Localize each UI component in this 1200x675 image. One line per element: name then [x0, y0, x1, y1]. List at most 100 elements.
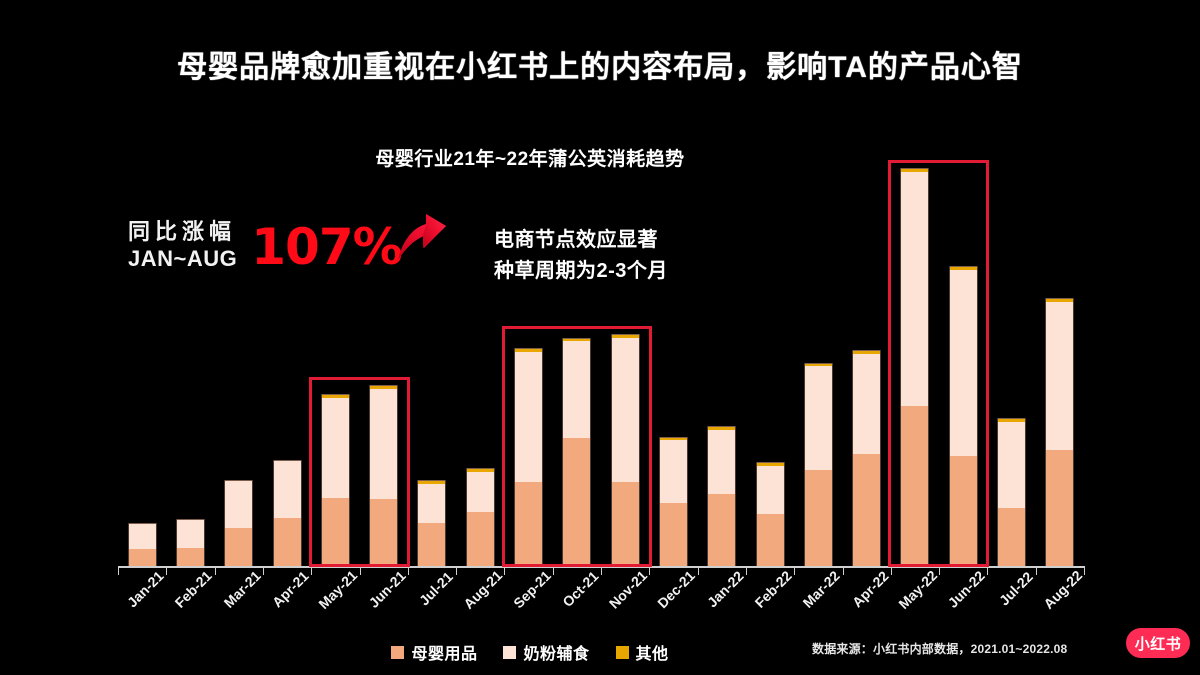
- bar-segment-其他: [708, 426, 735, 431]
- bar-segment-母婴用品: [901, 406, 928, 566]
- bar-segment-奶粉辅食: [177, 519, 204, 549]
- yoy-growth-value: 107%: [251, 218, 402, 276]
- bar-feb-21[interactable]: [176, 519, 205, 566]
- bar-segment-其他: [467, 468, 494, 472]
- bar-apr-21[interactable]: [273, 460, 302, 566]
- bar-segment-其他: [418, 480, 445, 485]
- bar-segment-母婴用品: [805, 470, 832, 566]
- bar-nov-21[interactable]: [611, 334, 640, 566]
- bar-segment-奶粉辅食: [612, 338, 639, 482]
- bar-oct-21[interactable]: [562, 337, 591, 566]
- bar-segment-母婴用品: [660, 502, 687, 566]
- legend-swatch-icon: [503, 645, 517, 659]
- chart-legend: 母婴用品 奶粉辅食 其他: [0, 640, 1060, 664]
- bar-segment-奶粉辅食: [274, 460, 301, 519]
- ecommerce-note-line-1: 电商节点效应显著: [494, 229, 658, 251]
- bar-segment-奶粉辅食: [129, 522, 156, 549]
- bar-segment-其他: [322, 394, 349, 399]
- bar-jan-21[interactable]: [128, 522, 157, 566]
- bar-segment-奶粉辅食: [322, 398, 349, 499]
- bar-segment-奶粉辅食: [563, 340, 590, 439]
- x-axis-tick: [360, 566, 361, 575]
- bar-segment-其他: [1046, 298, 1073, 303]
- bar-segment-其他: [370, 385, 397, 389]
- bar-segment-其他: [612, 334, 639, 338]
- bar-jul-22[interactable]: [997, 418, 1026, 566]
- x-axis-tick: [166, 566, 167, 575]
- bar-segment-其他: [805, 362, 832, 367]
- xiaohongshu-logo: 小红书: [1126, 628, 1190, 658]
- bar-may-21[interactable]: [321, 394, 350, 566]
- bar-segment-其他: [853, 350, 880, 355]
- x-axis-tick: [456, 566, 457, 575]
- bar-aug-21[interactable]: [466, 468, 495, 566]
- legend-label: 母婴用品: [411, 646, 478, 663]
- ecommerce-note-line-2: 种草周期为2-3个月: [494, 260, 668, 282]
- bar-segment-母婴用品: [274, 518, 301, 566]
- bar-dec-21[interactable]: [659, 436, 688, 566]
- bar-segment-母婴用品: [563, 438, 590, 566]
- bar-segment-其他: [660, 436, 687, 441]
- bar-mar-21[interactable]: [224, 479, 253, 566]
- yoy-growth-label-en: JAN~AUG: [128, 245, 238, 271]
- bar-segment-奶粉辅食: [225, 479, 252, 529]
- bar-segment-奶粉辅食: [1046, 302, 1073, 451]
- bar-may-22[interactable]: [900, 168, 929, 566]
- bar-segment-奶粉辅食: [901, 172, 928, 407]
- yoy-growth-callout: 同比涨幅 JAN~AUG 107%: [128, 214, 446, 276]
- bar-segment-奶粉辅食: [418, 484, 445, 523]
- bar-segment-母婴用品: [129, 548, 156, 566]
- x-axis-tick: [311, 566, 312, 575]
- bar-jul-21[interactable]: [417, 480, 446, 566]
- chart-title: 母婴行业21年~22年蒲公英消耗趋势: [375, 149, 685, 170]
- bar-apr-22[interactable]: [852, 350, 881, 566]
- bar-segment-奶粉辅食: [805, 366, 832, 471]
- bar-segment-母婴用品: [322, 498, 349, 566]
- legend-item-奶粉辅食[interactable]: 奶粉辅食: [503, 640, 589, 664]
- bar-segment-母婴用品: [853, 454, 880, 566]
- bar-segment-奶粉辅食: [757, 466, 784, 515]
- x-axis-tick: [891, 566, 892, 575]
- bar-segment-其他: [901, 168, 928, 173]
- bar-segment-母婴用品: [225, 528, 252, 566]
- bar-mar-22[interactable]: [804, 362, 833, 566]
- page-title: 母婴品牌愈加重视在小红书上的内容布局，影响TA的产品心智: [177, 51, 1023, 84]
- x-axis-tick: [263, 566, 264, 575]
- legend-item-母婴用品[interactable]: 母婴用品: [391, 640, 477, 664]
- x-axis-tick: [698, 566, 699, 575]
- bar-jan-22[interactable]: [707, 426, 736, 566]
- bar-segment-母婴用品: [370, 498, 397, 566]
- bar-feb-22[interactable]: [756, 462, 785, 566]
- x-axis-tick: [504, 566, 505, 575]
- bar-segment-奶粉辅食: [467, 472, 494, 512]
- legend-label: 奶粉辅食: [523, 646, 590, 663]
- bar-jun-21[interactable]: [369, 385, 398, 566]
- bar-segment-奶粉辅食: [515, 352, 542, 483]
- bar-segment-奶粉辅食: [370, 388, 397, 499]
- x-axis-tick: [649, 566, 650, 575]
- x-axis-tick: [987, 566, 988, 575]
- logo-text: 小红书: [1134, 635, 1182, 653]
- x-axis-tick: [601, 566, 602, 575]
- bar-segment-奶粉辅食: [708, 430, 735, 495]
- legend-label: 其他: [635, 646, 669, 663]
- bar-segment-其他: [998, 418, 1025, 423]
- bar-segment-母婴用品: [708, 494, 735, 566]
- x-axis-tick: [746, 566, 747, 575]
- bar-segment-母婴用品: [515, 482, 542, 566]
- legend-item-其他[interactable]: 其他: [615, 640, 669, 664]
- bar-aug-22[interactable]: [1045, 298, 1074, 566]
- bar-sep-21[interactable]: [514, 348, 543, 566]
- bar-jun-22[interactable]: [949, 266, 978, 566]
- x-axis-tick: [118, 566, 119, 575]
- bar-segment-奶粉辅食: [660, 440, 687, 503]
- yoy-growth-label-cn: 同比涨幅: [128, 218, 237, 244]
- yoy-growth-labels: 同比涨幅 JAN~AUG: [128, 219, 237, 271]
- bar-segment-母婴用品: [950, 456, 977, 566]
- bar-segment-奶粉辅食: [853, 354, 880, 455]
- x-axis-tick: [215, 566, 216, 575]
- x-axis-tick: [794, 566, 795, 575]
- ecommerce-note-callout: 电商节点效应显著 种草周期为2-3个月: [494, 225, 668, 287]
- bar-segment-其他: [950, 266, 977, 271]
